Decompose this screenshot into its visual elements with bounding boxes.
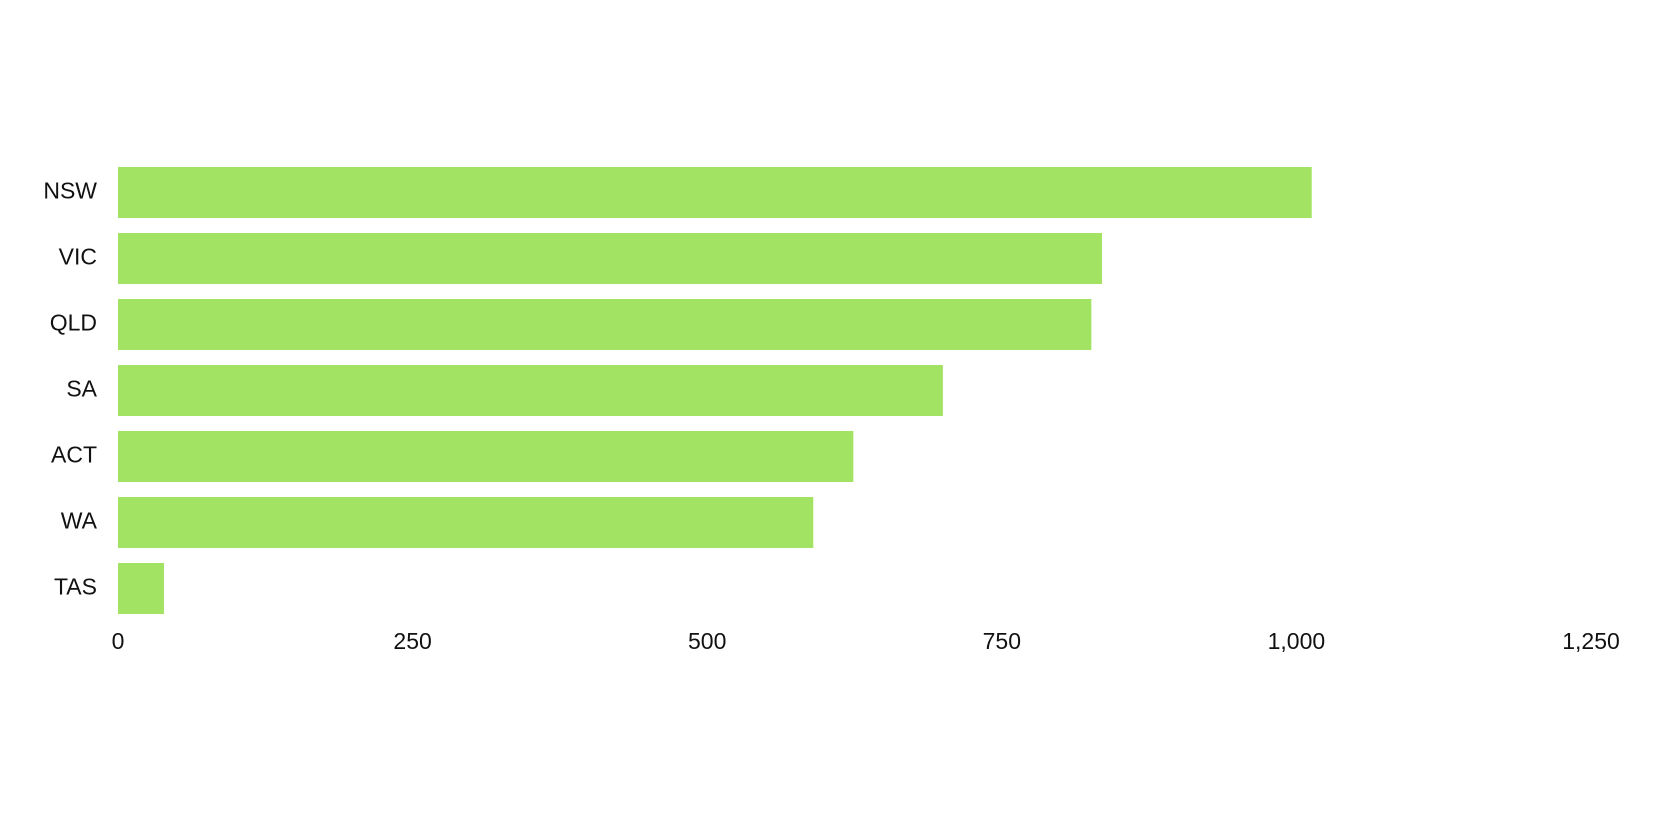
x-tick-label: 750 (983, 628, 1021, 654)
bar (118, 365, 943, 416)
y-tick-label: WA (61, 508, 98, 534)
y-tick-label: QLD (50, 310, 97, 336)
bar (118, 497, 814, 548)
x-tick-label: 250 (393, 628, 431, 654)
y-tick-label: VIC (59, 244, 97, 270)
bar (118, 299, 1092, 350)
bar (118, 233, 1102, 284)
y-tick-label: SA (66, 376, 97, 402)
x-tick-label: 500 (688, 628, 726, 654)
y-tick-label: TAS (54, 574, 97, 600)
bar (118, 167, 1312, 218)
x-tick-label: 0 (112, 628, 125, 654)
bar (118, 431, 854, 482)
y-tick-label: ACT (51, 442, 97, 468)
x-tick-label: 1,000 (1268, 628, 1326, 654)
bar (118, 563, 164, 614)
x-tick-label: 1,250 (1562, 628, 1620, 654)
y-tick-label: NSW (43, 178, 97, 204)
